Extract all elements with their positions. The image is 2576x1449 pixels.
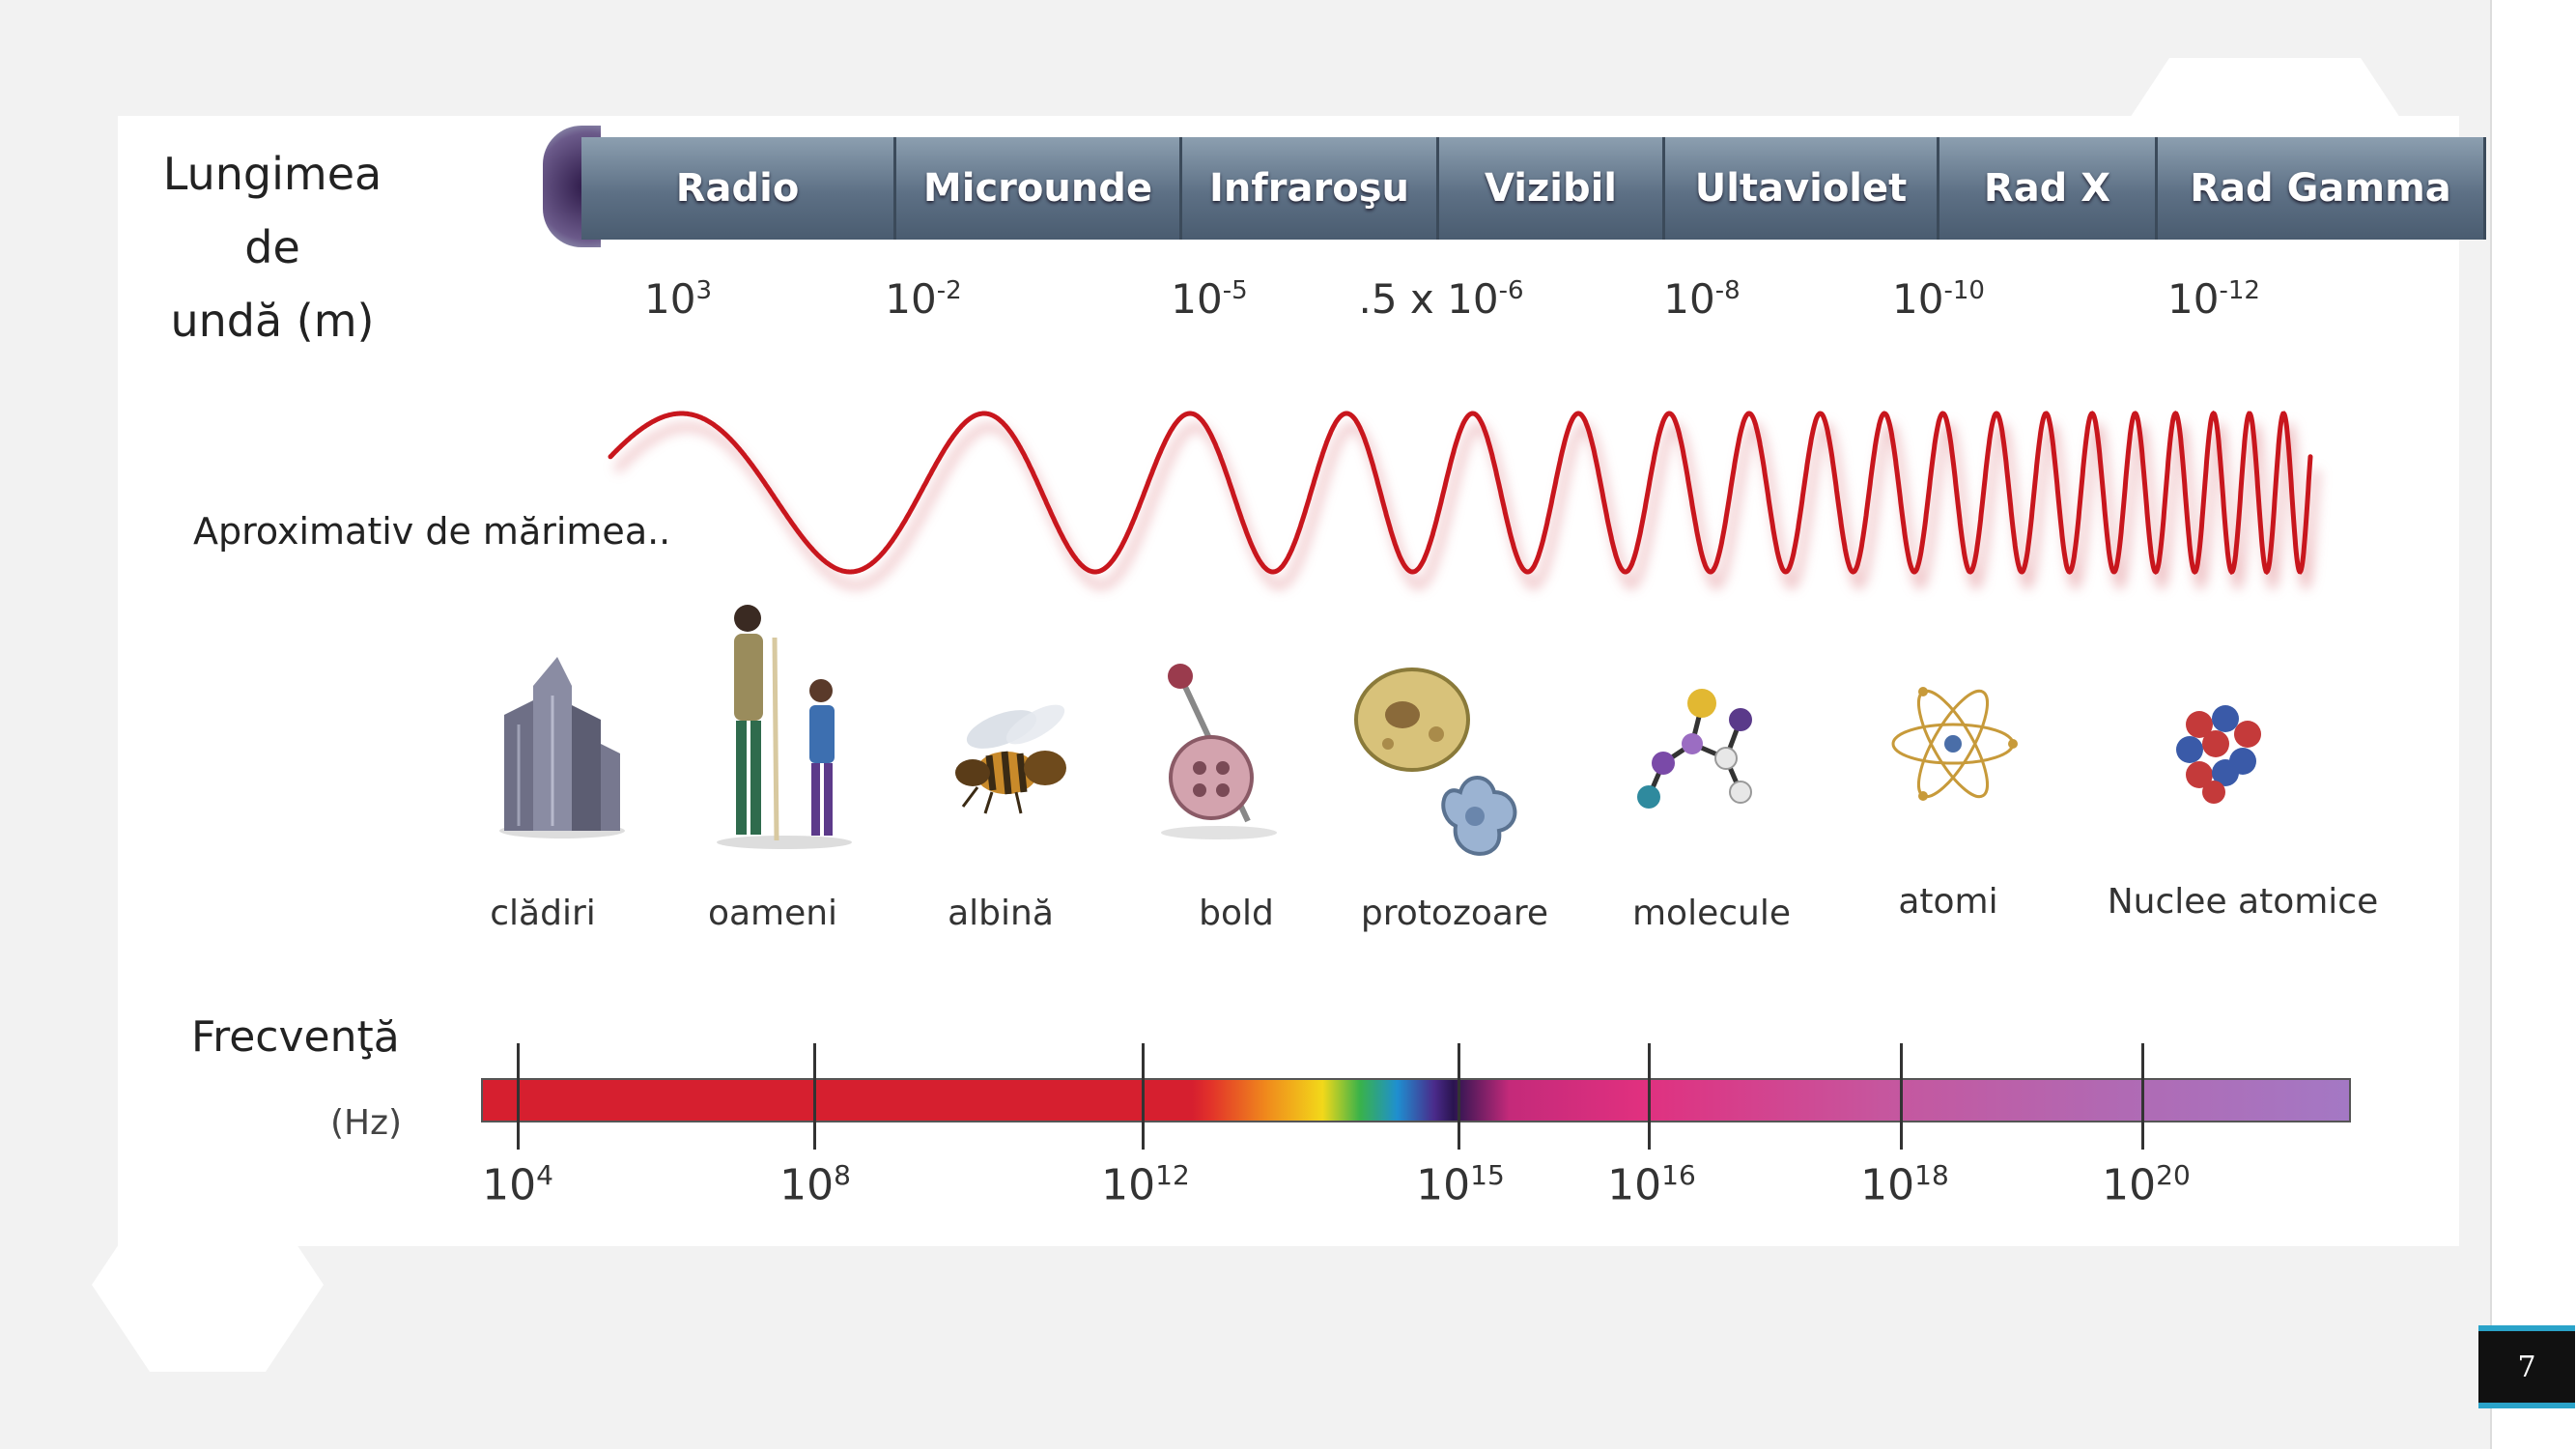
wavelength-exponent: -2 — [936, 276, 962, 305]
frequency-exponent: 16 — [1661, 1159, 1696, 1191]
frequency-base: 10 — [1860, 1160, 1915, 1210]
band-cell-rad-gamma: Rad Gamma — [2158, 137, 2486, 240]
wavelength-value: 103 — [644, 275, 712, 323]
frequency-base: 10 — [1416, 1160, 1471, 1210]
band-label: Vizibil — [1484, 166, 1617, 211]
wavelength-base: 10 — [1171, 275, 1223, 323]
frequency-value: 1016 — [1607, 1159, 1696, 1210]
nucleus-icon — [2176, 705, 2261, 804]
wavelength-base: 10 — [2167, 275, 2220, 323]
band-label: Infraroşu — [1209, 166, 1409, 211]
frequency-value: 108 — [779, 1159, 851, 1210]
wavelength-base: 10 — [1892, 275, 1944, 323]
frequency-exponent: 18 — [1914, 1159, 1949, 1191]
size-title: Aproximativ de mărimea.. — [193, 510, 671, 553]
wavelength-value: 10-8 — [1663, 275, 1740, 323]
wavelength-title-line2: undă (m) — [170, 295, 375, 347]
object-label-atomi: atomi — [1898, 882, 1998, 922]
slide-page-number: 7 — [2478, 1325, 2575, 1408]
wave-svg — [608, 411, 2320, 590]
frequency-exponent: 20 — [2156, 1159, 2191, 1191]
frequency-value: 1018 — [1860, 1159, 1949, 1210]
wavelength-base: 10 — [885, 275, 937, 323]
frequency-tick — [813, 1043, 816, 1150]
wavelength-exponent: -12 — [2219, 276, 2260, 305]
wavelength-title: Lungimea de undă (m) — [156, 137, 388, 357]
wavelength-exponent: -10 — [1943, 276, 1985, 305]
band-cell-infrarosu: Infraroşu — [1182, 137, 1439, 240]
slide-edge — [2490, 0, 2576, 1449]
wavelength-exponent: -6 — [1498, 276, 1524, 305]
object-label-molecule: molecule — [1631, 894, 1792, 933]
band-label: Radio — [675, 166, 800, 211]
frequency-tick — [2141, 1043, 2144, 1150]
frequency-exponent: 8 — [834, 1159, 851, 1191]
wave-shadow — [613, 422, 2320, 590]
frequency-base: 10 — [482, 1160, 537, 1210]
pin-icon — [1161, 664, 1277, 839]
frequency-tick — [1142, 1043, 1145, 1150]
frequency-exponent: 15 — [1470, 1159, 1505, 1191]
wavelength-wave — [608, 411, 2313, 576]
band-label: Microunde — [922, 166, 1153, 211]
frequency-tick — [1900, 1043, 1903, 1150]
frequency-value: 1012 — [1101, 1159, 1190, 1210]
bee-icon — [955, 704, 1066, 814]
buildings-icon — [499, 657, 625, 838]
wavelength-exponent: 3 — [695, 276, 712, 305]
wavelength-title-line1: Lungimea de — [162, 148, 382, 273]
wavelength-exponent: -8 — [1714, 276, 1741, 305]
frequency-base: 10 — [779, 1160, 835, 1210]
frequency-value: 1020 — [2102, 1159, 2191, 1210]
frequency-unit: (Hz) — [330, 1103, 403, 1143]
wavelength-value: 10-2 — [885, 275, 961, 323]
wavelength-exponent: -5 — [1222, 276, 1248, 305]
frequency-tick — [1458, 1043, 1460, 1150]
protozoa-icon — [1354, 668, 1517, 856]
band-cell-microunde: Microunde — [896, 137, 1182, 240]
band-label: Rad Gamma — [2190, 166, 2451, 211]
atom-icon — [1891, 687, 2018, 801]
em-spectrum-diagram: Lungimea de undă (m) Radio Microunde Inf… — [118, 116, 2486, 1246]
molecule-icon — [1637, 689, 1752, 809]
band-cell-vizibil: Vizibil — [1439, 137, 1665, 240]
wavelength-value: 10-5 — [1171, 275, 1247, 323]
wavelength-base: 10 — [1663, 275, 1715, 323]
object-label-oameni: oameni — [707, 894, 838, 933]
frequency-title: Frecvenţă — [191, 1012, 400, 1062]
wavelength-base: .5 x 10 — [1358, 275, 1499, 323]
band-cell-ultaviolet: Ultaviolet — [1665, 137, 1939, 240]
frequency-tick — [1648, 1043, 1651, 1150]
object-label-nuclee: Nuclee atomice — [2107, 882, 2379, 922]
band-cell-rad-x: Rad X — [1939, 137, 2158, 240]
frequency-value: 104 — [482, 1159, 553, 1210]
band-cell-radio: Radio — [581, 137, 896, 240]
frequency-base: 10 — [1101, 1160, 1156, 1210]
wavelength-base: 10 — [644, 275, 696, 323]
object-label-albina: albină — [948, 894, 1054, 933]
wavelength-value: .5 x 10-6 — [1358, 275, 1523, 323]
band-label: Ultaviolet — [1694, 166, 1908, 211]
frequency-base: 10 — [1607, 1160, 1662, 1210]
object-label-bold: bold — [1199, 894, 1274, 933]
frequency-exponent: 12 — [1155, 1159, 1190, 1191]
object-label-cladiri: clădiri — [490, 894, 596, 933]
wavelength-value: 10-10 — [1892, 275, 1985, 323]
frequency-exponent: 4 — [536, 1159, 553, 1191]
frequency-base: 10 — [2102, 1160, 2157, 1210]
people-icon — [717, 605, 852, 849]
frequency-value: 1015 — [1416, 1159, 1505, 1210]
frequency-spectrum-bar — [481, 1078, 2351, 1122]
object-label-protozoare: protozoare — [1360, 894, 1549, 933]
wavelength-value: 10-12 — [2167, 275, 2260, 323]
band-label: Rad X — [1983, 166, 2111, 211]
frequency-tick — [517, 1043, 520, 1150]
